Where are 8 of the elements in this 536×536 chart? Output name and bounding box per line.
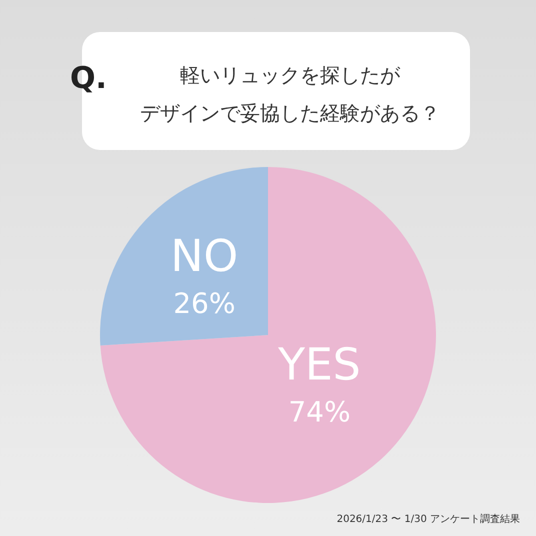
text: Q. [70,61,107,96]
chart-title: 軽いリュックを探したが [180,63,401,87]
data-label: 26% [173,287,236,320]
slice-label: NO [170,231,238,282]
text: 2026/1/23 〜 1/30 アンケート調査結果 [336,513,520,525]
data-label: 74% [288,395,351,428]
slice-label: YES [277,339,361,390]
chart-subtitle: デザインで妥協した経験がある？ [140,101,440,125]
